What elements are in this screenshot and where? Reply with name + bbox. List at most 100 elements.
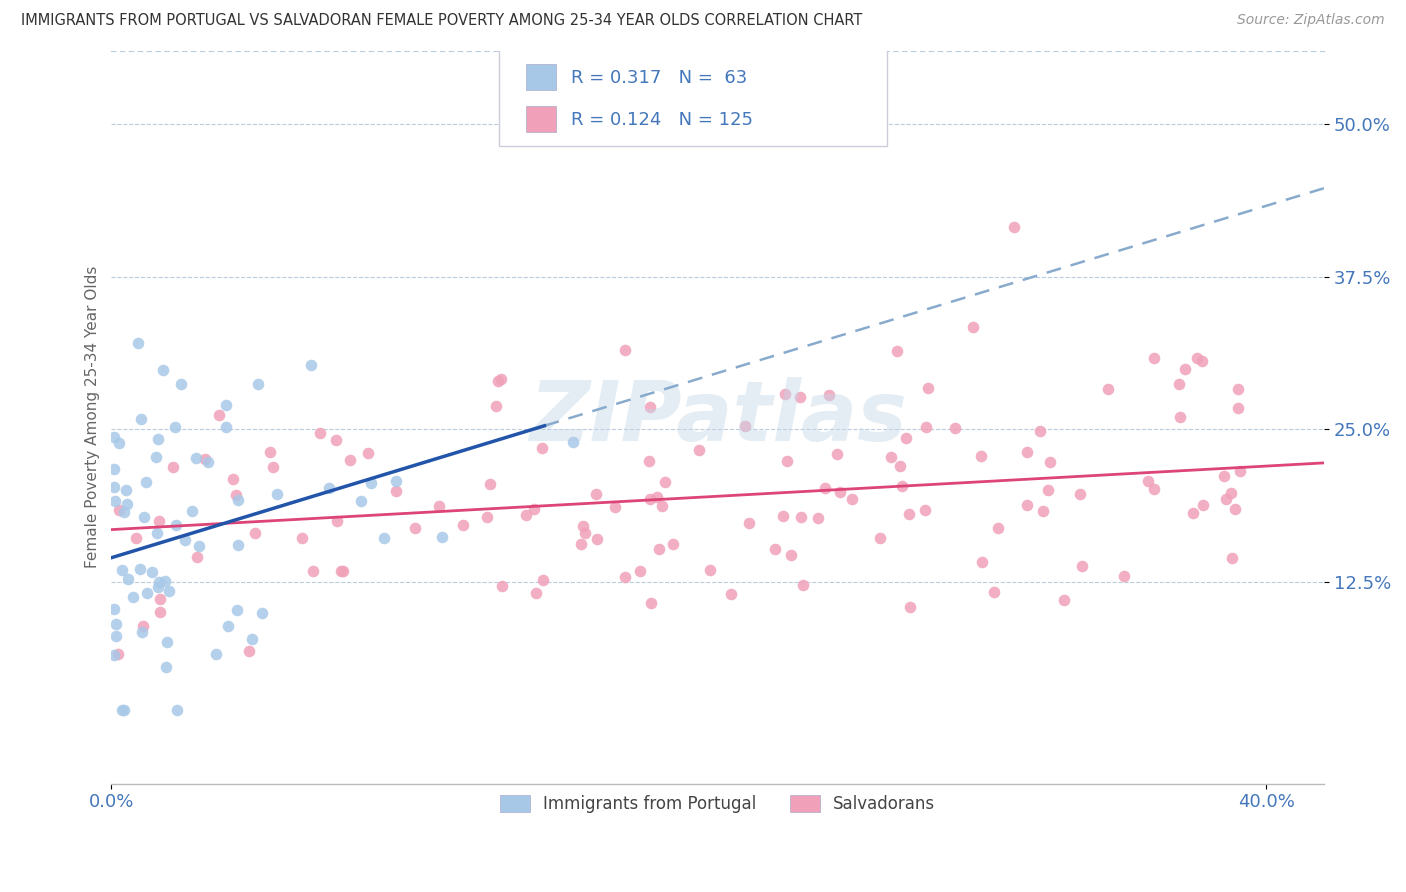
Point	[738, 516, 761, 530]
Point	[789, 390, 811, 404]
Point	[117, 573, 139, 587]
Legend: Immigrants from Portugal, Salvadorans: Immigrants from Portugal, Salvadorans	[486, 782, 949, 827]
Point	[166, 703, 188, 717]
Point	[841, 492, 863, 507]
Point	[1182, 506, 1205, 520]
Point	[108, 436, 131, 450]
Point	[240, 632, 263, 646]
Point	[1143, 351, 1166, 366]
Point	[451, 518, 474, 533]
Point	[149, 592, 172, 607]
Point	[155, 574, 177, 589]
Point	[103, 462, 125, 476]
Point	[385, 483, 408, 498]
Point	[205, 647, 228, 661]
Point	[247, 376, 270, 391]
Point	[226, 493, 249, 508]
Point	[107, 648, 129, 662]
Point	[145, 450, 167, 465]
Point	[699, 563, 721, 577]
Point	[111, 703, 134, 717]
Point	[972, 555, 994, 569]
Point	[486, 374, 509, 388]
Point	[773, 387, 796, 401]
Point	[309, 426, 332, 441]
Point	[1053, 593, 1076, 607]
Point	[145, 525, 167, 540]
Point	[217, 619, 239, 633]
Point	[720, 587, 742, 601]
Point	[326, 514, 349, 528]
Point	[339, 453, 361, 467]
Point	[524, 586, 547, 600]
Point	[146, 580, 169, 594]
Point	[181, 504, 204, 518]
Point	[238, 644, 260, 658]
Point	[779, 548, 801, 562]
Point	[165, 517, 187, 532]
Point	[986, 521, 1008, 535]
Point	[1032, 504, 1054, 518]
Point	[880, 450, 903, 464]
Point	[814, 481, 837, 495]
Point	[569, 537, 592, 551]
Point	[330, 564, 353, 578]
Point	[790, 510, 813, 524]
Point	[225, 602, 247, 616]
Point	[654, 475, 676, 490]
Point	[427, 499, 450, 513]
Point	[1036, 483, 1059, 498]
Point	[432, 531, 454, 545]
Point	[127, 335, 149, 350]
Point	[1220, 550, 1243, 565]
Text: Source: ZipAtlas.com: Source: ZipAtlas.com	[1237, 13, 1385, 28]
Point	[475, 509, 498, 524]
Point	[155, 659, 177, 673]
Point	[585, 487, 607, 501]
Point	[132, 619, 155, 633]
Point	[530, 442, 553, 456]
Point	[357, 446, 380, 460]
Point	[141, 566, 163, 580]
Point	[165, 420, 187, 434]
Point	[148, 433, 170, 447]
Point	[350, 494, 373, 508]
Point	[170, 376, 193, 391]
Point	[332, 564, 354, 578]
Point	[640, 596, 662, 610]
Bar	[526, 64, 557, 90]
Point	[1167, 377, 1189, 392]
Point	[108, 503, 131, 517]
Point	[259, 445, 281, 459]
Point	[648, 542, 671, 557]
Point	[1226, 383, 1249, 397]
Point	[491, 579, 513, 593]
Point	[301, 358, 323, 372]
Point	[157, 584, 180, 599]
Point	[148, 574, 170, 589]
Point	[1170, 409, 1192, 424]
Point	[252, 606, 274, 620]
Y-axis label: Female Poverty Among 25-34 Year Olds: Female Poverty Among 25-34 Year Olds	[86, 266, 100, 568]
Point	[613, 570, 636, 584]
Text: R = 0.124   N = 125: R = 0.124 N = 125	[571, 112, 754, 129]
Point	[603, 500, 626, 514]
Point	[243, 526, 266, 541]
Point	[638, 492, 661, 507]
Point	[1185, 351, 1208, 366]
Point	[188, 539, 211, 553]
Bar	[526, 106, 557, 132]
Point	[1112, 569, 1135, 583]
Point	[186, 450, 208, 465]
Point	[969, 449, 991, 463]
Point	[174, 533, 197, 548]
Point	[1017, 498, 1039, 512]
Point	[898, 600, 921, 615]
Point	[135, 475, 157, 489]
Point	[1220, 485, 1243, 500]
Text: R = 0.317   N =  63: R = 0.317 N = 63	[571, 69, 747, 87]
Point	[869, 531, 891, 545]
Point	[194, 452, 217, 467]
Point	[792, 577, 814, 591]
Point	[772, 508, 794, 523]
